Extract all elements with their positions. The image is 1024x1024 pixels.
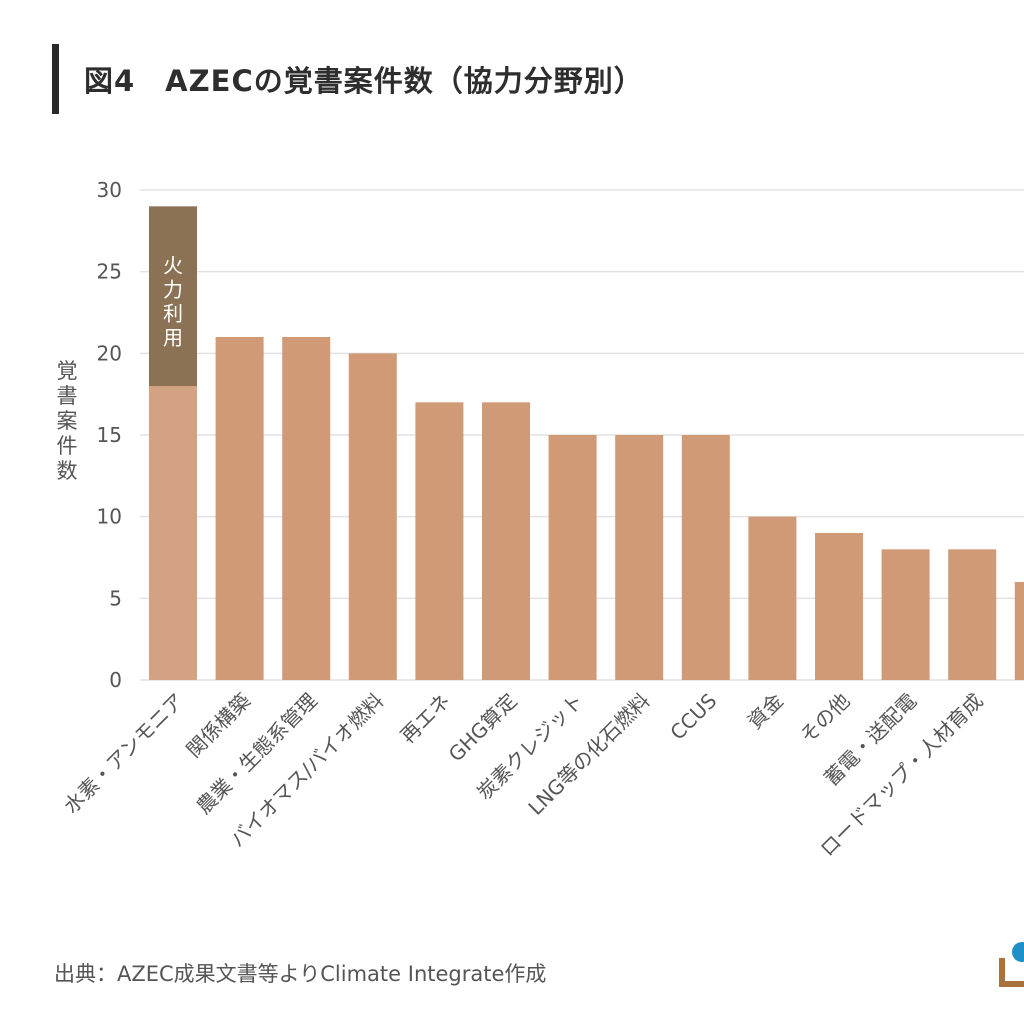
title-accent-bar [52, 44, 59, 114]
y-tick-label: 10 [97, 505, 122, 529]
bar [1014, 582, 1024, 680]
x-tick-label: CCUS [665, 689, 721, 745]
bar [748, 516, 797, 680]
y-tick-label: 25 [97, 260, 122, 284]
x-tick-label: 再エネ [396, 689, 455, 748]
x-tick-label: その他 [795, 689, 854, 748]
bar [615, 435, 664, 680]
segment-label: 火力利用 [163, 253, 183, 349]
bar [681, 435, 730, 680]
bar [215, 337, 264, 680]
bar [348, 353, 397, 680]
bar [282, 337, 331, 680]
x-tick-label: 水素・アンモニア [59, 689, 189, 819]
x-tick-label: 資金 [743, 689, 788, 734]
y-tick-label: 20 [97, 341, 122, 365]
source-note: 出典：AZEC成果文書等よりClimate Integrate作成 [54, 962, 547, 986]
y-tick-label: 15 [97, 423, 122, 447]
bar [881, 549, 930, 680]
y-tick-label: 30 [97, 178, 122, 202]
y-tick-label: 5 [109, 586, 122, 610]
bar [415, 402, 464, 680]
bar [948, 549, 997, 680]
x-tick-label: LNG等の化石燃料 [523, 689, 654, 820]
bar [149, 386, 197, 680]
brand-logo-icon [999, 942, 1024, 987]
bar [548, 435, 597, 680]
chart-title: 図4 AZECの覚書案件数（協力分野別） [84, 64, 644, 98]
bar [815, 533, 863, 680]
bar [482, 402, 530, 680]
bar-segment-top [149, 206, 197, 386]
y-axis-label: 覚書案件数 [57, 359, 78, 483]
x-tick-label: 農業・生態系管理 [192, 689, 322, 819]
y-tick-label: 0 [109, 668, 122, 692]
